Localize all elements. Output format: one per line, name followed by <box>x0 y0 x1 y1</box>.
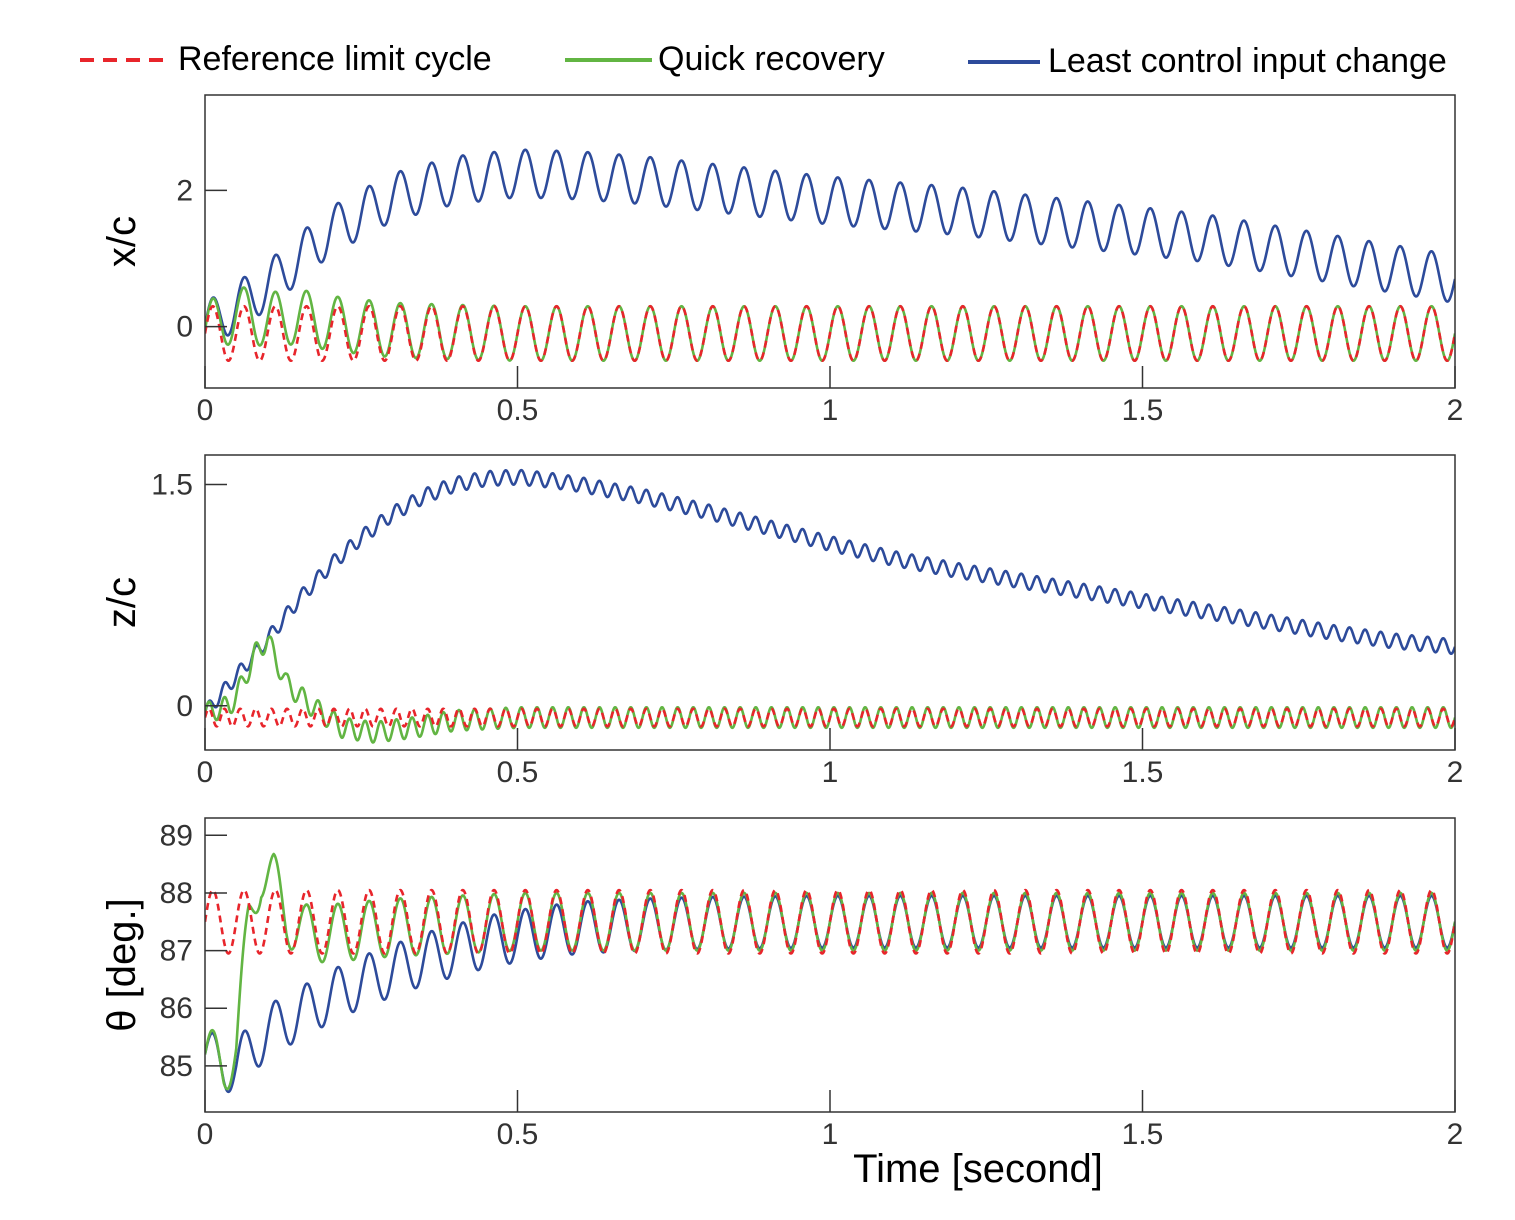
y-tick-label: 85 <box>160 1050 193 1083</box>
y-tick-label: 1.5 <box>151 469 193 502</box>
x-tick-label: 2 <box>1447 756 1464 789</box>
y-axis-label-x-c: x/c <box>100 216 144 267</box>
y-axis-label-z-c: z/c <box>100 577 144 628</box>
x-tick-label: 1 <box>822 394 839 427</box>
legend-label-reference: Reference limit cycle <box>178 40 492 78</box>
y-tick-label: 87 <box>160 935 193 968</box>
y-tick-label: 89 <box>160 819 193 852</box>
x-tick-label: 0.5 <box>497 1118 539 1151</box>
series-line-reference <box>205 888 1455 955</box>
x-tick-label: 2 <box>1447 1118 1464 1151</box>
legend-entry-quick-recovery: Quick recovery <box>565 40 885 78</box>
y-tick-label: 2 <box>176 174 193 207</box>
series-group-z-c <box>205 468 1455 744</box>
plot-frame-z-c <box>204 454 1456 751</box>
panel-z-c: 0 0.5 1 1.5 2 0 1.5 z/c <box>100 454 1464 789</box>
x-tick-label: 1 <box>822 1118 839 1151</box>
x-tick-label: 2 <box>1447 394 1464 427</box>
x-tick-label: 1.5 <box>1122 1118 1164 1151</box>
x-axis-label: Time [second] <box>853 1147 1103 1191</box>
series-line-quick-recovery <box>205 286 1455 363</box>
x-tick-label: 1.5 <box>1122 394 1164 427</box>
series-line-reference <box>205 707 1455 728</box>
x-tick-label: 0 <box>197 394 214 427</box>
series-line-least-control <box>205 468 1455 714</box>
y-tick-label: 86 <box>160 992 193 1025</box>
y-tick-label: 88 <box>160 877 193 910</box>
panels: 0 0.5 1 1.5 2 0 2 x/c 0 0.5 1 1.5 2 0 1.5 z/c 0 0.5 1 1.5 2 8… <box>100 94 1464 1151</box>
legend: Reference limit cycle Quick recovery Lea… <box>80 40 1447 80</box>
series-line-reference <box>205 304 1455 363</box>
legend-label-quick-recovery: Quick recovery <box>658 40 885 78</box>
y-tick-label: 0 <box>176 311 193 344</box>
legend-label-least-control: Least control input change <box>1048 42 1447 80</box>
x-tick-label: 0.5 <box>497 756 539 789</box>
series-group-x-c <box>205 148 1455 363</box>
x-tick-label: 0.5 <box>497 394 539 427</box>
plot-frame-x-c <box>204 94 1456 389</box>
y-tick-label: 0 <box>176 690 193 723</box>
x-tick-label: 0 <box>197 756 214 789</box>
x-tick-label: 1 <box>822 756 839 789</box>
series-line-quick-recovery <box>205 635 1455 744</box>
legend-entry-least-control: Least control input change <box>968 42 1447 80</box>
legend-entry-reference: Reference limit cycle <box>80 40 492 78</box>
panel-theta: 0 0.5 1 1.5 2 85 86 87 88 89 θ [deg.] <box>100 817 1464 1151</box>
panel-x-c: 0 0.5 1 1.5 2 0 2 x/c <box>100 94 1464 427</box>
y-axis-label-theta: θ [deg.] <box>100 898 144 1031</box>
x-tick-label: 0 <box>197 1118 214 1151</box>
series-group-theta <box>205 852 1455 1094</box>
series-line-least-control <box>205 148 1455 337</box>
x-tick-label: 1.5 <box>1122 756 1164 789</box>
